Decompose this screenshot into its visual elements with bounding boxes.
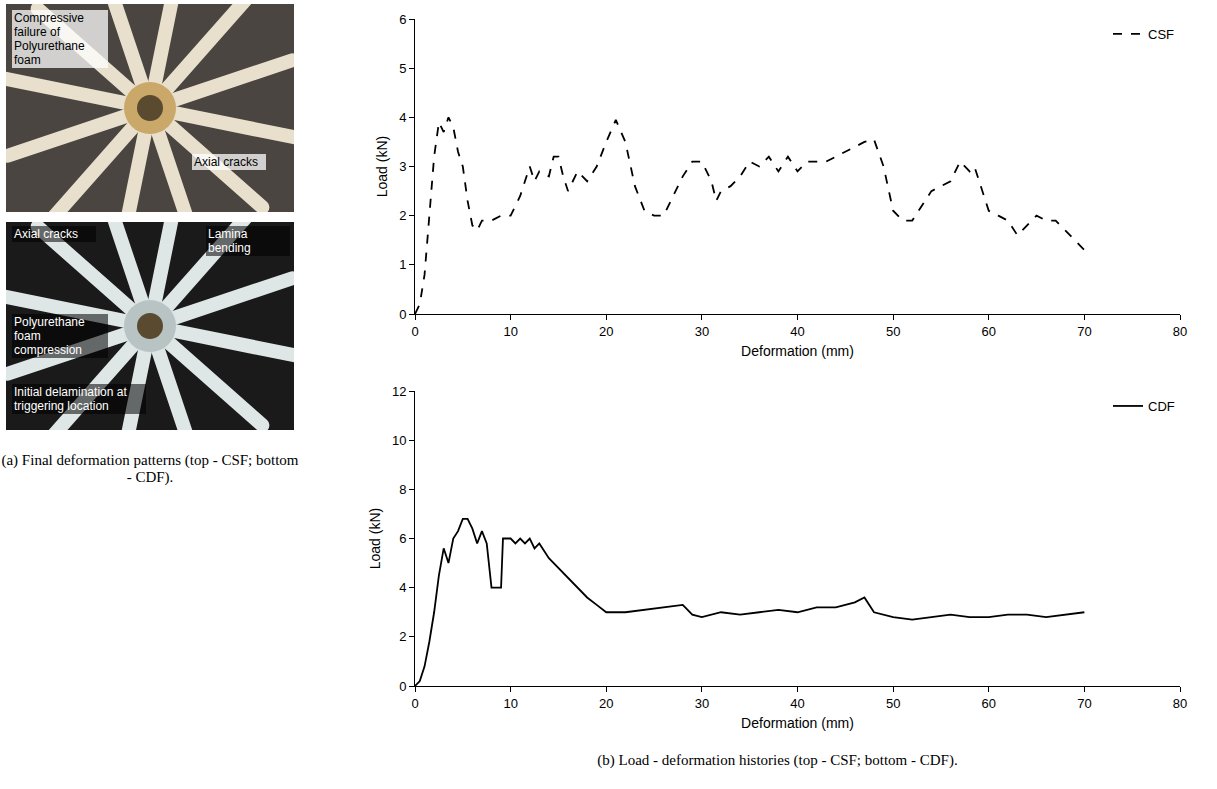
svg-text:5: 5 [399, 61, 406, 76]
svg-text:3: 3 [399, 159, 406, 174]
html-text:Compressive failure of Polyure: Compressive failure of Polyurethane foam [14, 11, 85, 67]
svg-text:70: 70 [1077, 696, 1091, 711]
svg-text:1: 1 [399, 257, 406, 272]
html-text:Initial delamination at trigge: Initial delamination at triggering locat… [14, 385, 127, 413]
svg-text:Load (kN): Load (kN) [367, 508, 383, 569]
svg-text:0: 0 [399, 307, 406, 322]
svg-text:8: 8 [399, 482, 406, 497]
svg-text:0: 0 [399, 679, 406, 694]
svg-text:4: 4 [399, 580, 406, 595]
svg-text:20: 20 [599, 696, 613, 711]
svg-text:80: 80 [1173, 324, 1187, 339]
svg-text:80: 80 [1173, 696, 1187, 711]
svg-text:20: 20 [599, 324, 613, 339]
svg-text:6: 6 [399, 531, 406, 546]
svg-text:Load (kN): Load (kN) [374, 136, 390, 197]
svg-text:60: 60 [982, 696, 996, 711]
svg-text:Deformation (mm): Deformation (mm) [741, 715, 854, 731]
html-text:(a) Final deformation patterns: (a) Final deformation patterns (top - CS… [1, 452, 299, 485]
svg-text:CSF: CSF [1148, 27, 1174, 42]
svg-text:60: 60 [982, 324, 996, 339]
svg-text:6: 6 [399, 12, 406, 27]
svg-text:CDF: CDF [1148, 399, 1175, 414]
svg-text:2: 2 [399, 208, 406, 223]
svg-text:50: 50 [886, 696, 900, 711]
svg-text:0: 0 [411, 696, 418, 711]
svg-text:30: 30 [695, 324, 709, 339]
html-text:Axial cracks: Axial cracks [14, 227, 78, 241]
svg-text:10: 10 [392, 433, 406, 448]
svg-text:12: 12 [392, 384, 406, 399]
svg-text:4: 4 [399, 110, 406, 125]
svg-text:Deformation (mm): Deformation (mm) [741, 343, 854, 359]
svg-text:10: 10 [503, 324, 517, 339]
html-text:Polyurethane foam compression: Polyurethane foam compression [14, 315, 85, 357]
svg-text:30: 30 [695, 696, 709, 711]
html-text:Axial cracks: Axial cracks [194, 155, 258, 169]
svg-text:70: 70 [1077, 324, 1091, 339]
svg-text:40: 40 [790, 696, 804, 711]
svg-text:10: 10 [503, 696, 517, 711]
svg-text:0: 0 [411, 324, 418, 339]
html-text:(b) Load - deformation histori: (b) Load - deformation histories (top - … [597, 752, 958, 768]
svg-text:50: 50 [886, 324, 900, 339]
svg-text:2: 2 [399, 629, 406, 644]
html-text:Lamina bending: Lamina bending [208, 227, 251, 255]
svg-text:40: 40 [790, 324, 804, 339]
